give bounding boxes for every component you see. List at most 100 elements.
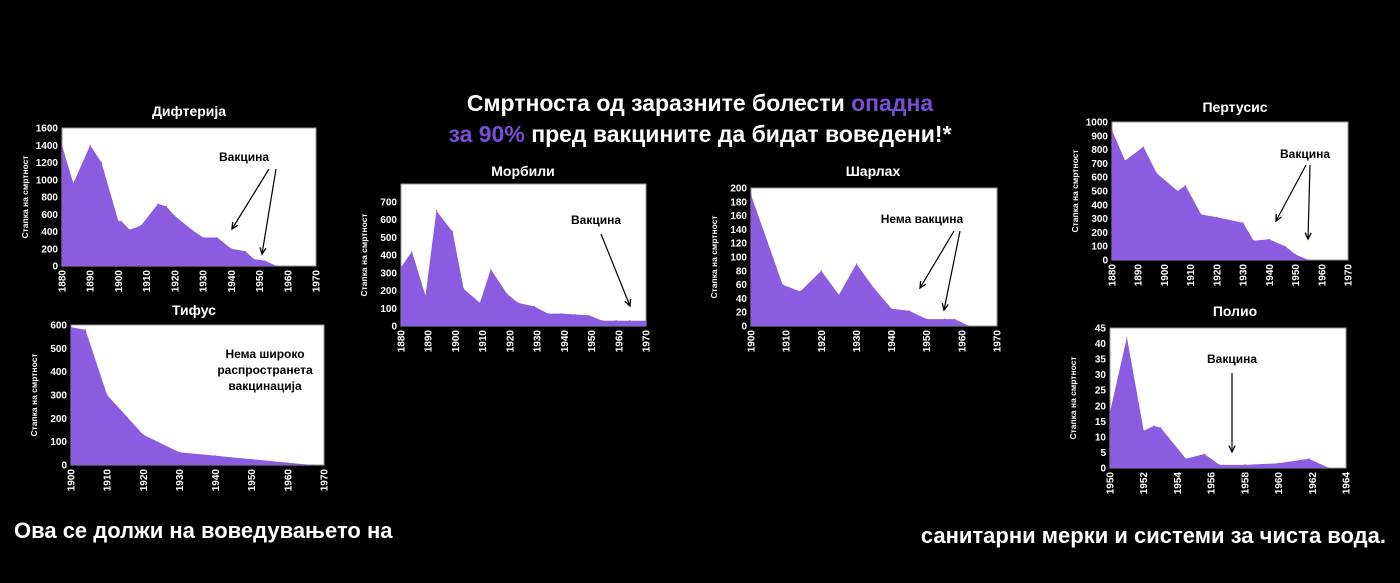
data-point	[908, 310, 910, 312]
y-tick-label: 35	[1095, 355, 1107, 366]
y-tick-label: 600	[1091, 173, 1108, 184]
x-tick-label: 1930	[533, 330, 544, 353]
data-point	[251, 458, 253, 460]
data-point	[70, 326, 72, 328]
x-tick-label: 1940	[1265, 264, 1276, 287]
y-tick-label: 400	[50, 367, 67, 378]
y-tick-label: 200	[1091, 228, 1108, 239]
y-tick-label: 20	[1095, 401, 1107, 412]
annotation-label: Нема вакцина	[881, 212, 964, 226]
data-point	[561, 313, 563, 315]
x-tick-label: 1950	[587, 330, 598, 353]
data-point	[547, 313, 549, 315]
y-tick-label: 500	[380, 233, 397, 244]
annotation-line: распространета	[217, 363, 313, 377]
y-tick-label: 900	[1091, 131, 1108, 142]
arrow-head	[624, 298, 632, 308]
y-tick-label: 800	[1091, 145, 1108, 156]
y-tick-label: 0	[52, 262, 58, 273]
area-series	[1112, 130, 1309, 260]
annotation-label: Вакцина	[1207, 352, 1257, 366]
x-tick-label: 1880	[58, 270, 69, 293]
y-tick-label: 600	[380, 215, 397, 226]
x-tick-label: 1880	[1108, 264, 1119, 287]
data-point	[601, 320, 603, 322]
y-axis-label: Стапка на смртност	[20, 155, 30, 238]
x-tick-label: 1954	[1173, 472, 1184, 495]
chart-title: Пертусис	[1202, 99, 1267, 115]
y-axis-label: Стапка на смртност	[29, 353, 39, 436]
x-tick-label: 1910	[1186, 264, 1197, 287]
x-tick-label: 1910	[478, 330, 489, 353]
annotation-line: вакцинација	[228, 379, 302, 393]
x-tick-label: 1900	[114, 270, 125, 293]
footer-left-text: Ова се должи на воведувањето на	[14, 518, 393, 543]
headline-line-1: Смртноста од заразните болести опадна	[380, 88, 1020, 119]
chart-polio: Полио Стапка на смртност 0 5 10 15 20 25 30 35 40 4…	[1068, 303, 1353, 495]
x-tick-label: 1900	[67, 469, 78, 492]
data-point	[490, 268, 492, 270]
x-tick-label: 1920	[170, 270, 181, 293]
y-tick-label: 400	[380, 251, 397, 262]
data-point	[1328, 467, 1330, 469]
data-point	[72, 182, 74, 184]
arrow-head	[1228, 445, 1236, 454]
data-point	[400, 266, 402, 268]
annotation-label: Нема широко распространета вакцинација	[217, 347, 313, 393]
x-tick-label: 1962	[1308, 472, 1319, 495]
data-point	[479, 302, 481, 304]
headline-line-2: за 90% пред вакцините да бидат воведени!…	[380, 119, 1020, 150]
annotation-label: Вакцина	[219, 150, 269, 164]
headline: Смртноста од заразните болести опадна за…	[380, 88, 1020, 150]
x-tick-label: 1920	[139, 469, 150, 492]
x-tick-label: 1970	[320, 469, 331, 492]
y-tick-label: 40	[1095, 339, 1107, 350]
data-point	[506, 293, 508, 295]
chart-pertussis: Пертусис Стапка на смртност 0 100 200 300 400 5…	[1070, 99, 1355, 287]
data-point	[750, 194, 752, 196]
data-point	[1295, 253, 1297, 256]
area-series	[751, 194, 969, 326]
data-point	[1184, 184, 1186, 187]
x-tick-label: 1930	[1239, 264, 1250, 287]
y-tick-label: 100	[50, 437, 67, 448]
y-tick-label: 0	[1102, 256, 1108, 267]
x-tick-label: 1960	[283, 270, 294, 293]
headline-line1-accent: опадна	[851, 90, 934, 116]
x-tick-label: 1920	[1212, 264, 1223, 287]
data-point	[1284, 245, 1286, 247]
x-tick-label: 1970	[993, 330, 1004, 353]
y-tick-label: 40	[736, 294, 748, 305]
data-point	[1219, 464, 1221, 466]
x-tick-label: 1950	[247, 469, 258, 492]
data-point	[191, 229, 193, 231]
annotation-arrow	[261, 168, 277, 255]
data-point	[129, 229, 131, 231]
x-tick-label: 1960	[1317, 264, 1328, 287]
y-tick-label: 10	[1095, 432, 1107, 443]
data-point	[1109, 411, 1111, 413]
x-tick-label: 1930	[852, 330, 863, 353]
data-point	[1153, 425, 1155, 427]
y-tick-label: 1400	[36, 141, 59, 152]
x-tick-label: 1970	[1344, 264, 1355, 287]
x-tick-label: 1940	[227, 270, 238, 293]
data-point	[517, 302, 519, 304]
data-point	[61, 144, 63, 146]
data-point	[435, 210, 437, 212]
chart-measles: Морбили Стапка на смртност 0 100 200 300 400 50…	[359, 163, 653, 353]
data-point	[891, 308, 893, 310]
annotation-arrow	[1275, 164, 1307, 222]
y-tick-label: 0	[741, 322, 747, 333]
y-axis-label: Стапка на смртност	[1070, 149, 1080, 232]
data-point	[1216, 216, 1218, 218]
x-tick-label: 1940	[211, 469, 222, 492]
y-tick-label: 600	[50, 321, 67, 332]
x-tick-label: 1930	[175, 469, 186, 492]
footer-right-text: санитарни мерки и системи за чиста вода.	[920, 523, 1386, 548]
data-point	[1242, 222, 1244, 224]
annotation-label: Вакцина	[571, 213, 621, 227]
x-tick-label: 1960	[1274, 472, 1285, 495]
headline-line2-accent: за 90%	[448, 121, 525, 147]
chart-title: Шарлах	[846, 163, 901, 179]
